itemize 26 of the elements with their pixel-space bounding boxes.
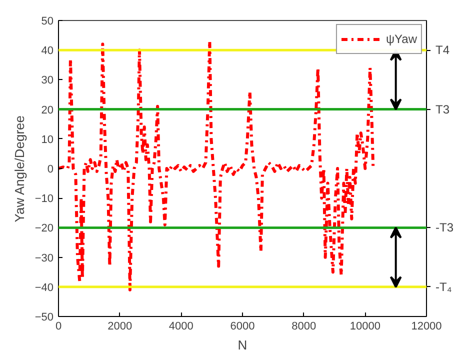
y-tick-label: −10 — [34, 193, 54, 206]
x-tick-label: 2000 — [108, 320, 132, 332]
x-tick-label: 0 — [55, 320, 62, 332]
y-tick-label: 10 — [41, 134, 54, 146]
x-axis-title: N — [238, 338, 248, 352]
ref-line-label: -T3 — [436, 220, 454, 235]
y-tick-label: −20 — [34, 222, 54, 235]
x-tick-label: 10000 — [350, 320, 380, 332]
y-axis-title: Yaw Angle/Degree — [12, 116, 27, 222]
x-tick-label: 6000 — [230, 320, 255, 332]
y-tick-label: −40 — [34, 282, 54, 294]
x-tick-label: 8000 — [292, 320, 316, 332]
ref-line-label: T4 — [436, 43, 450, 58]
ref-line-label: -T₄ — [436, 280, 452, 294]
ref-line-label: T3 — [436, 102, 450, 116]
y-tick-label: 0 — [47, 164, 54, 176]
y-tick-label: 40 — [41, 45, 54, 58]
y-tick-label: −50 — [34, 312, 54, 324]
x-tick-label: 4000 — [168, 320, 194, 332]
line-series — [58, 40, 375, 292]
y-tick-label: 20 — [41, 104, 54, 116]
x-tick-label: 12000 — [411, 320, 442, 332]
y-tick-label: 30 — [41, 74, 54, 87]
y-tick-label: 50 — [41, 16, 54, 28]
y-tick-label: −30 — [34, 252, 54, 264]
legend-label: ψYaw — [386, 32, 417, 46]
